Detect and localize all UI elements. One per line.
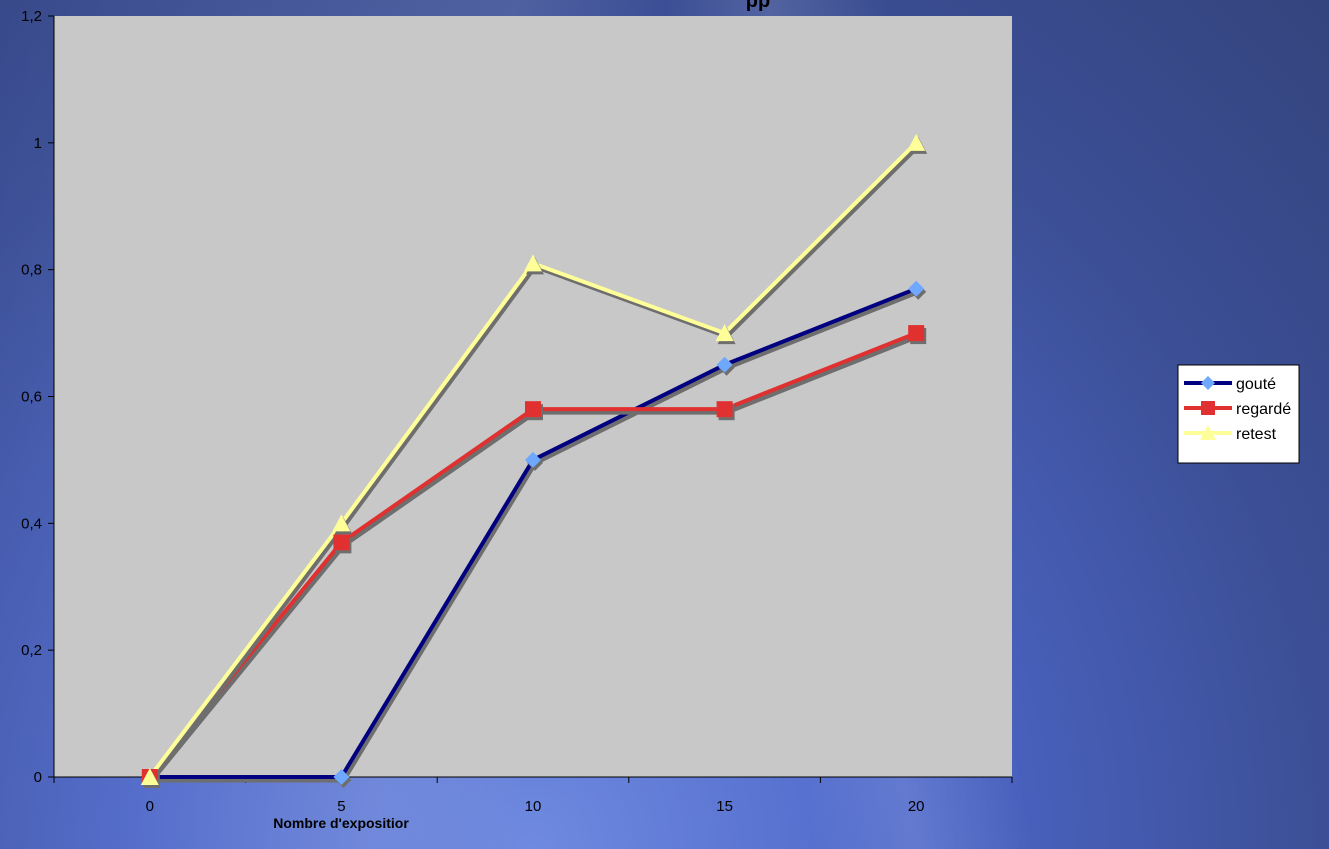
x-axis-label: Nombre d'expositior bbox=[273, 815, 409, 831]
legend: gouté regardé retest bbox=[1177, 364, 1300, 464]
legend-label: regardé bbox=[1236, 401, 1291, 418]
data-point bbox=[525, 401, 541, 418]
legend-marker bbox=[1200, 425, 1216, 440]
y-tick-label: 1,2 bbox=[21, 8, 42, 25]
data-point bbox=[333, 769, 350, 785]
y-tick-label: 0,6 bbox=[21, 389, 42, 406]
legend-label: gouté bbox=[1236, 376, 1276, 393]
legend-label: retest bbox=[1236, 426, 1277, 443]
data-point bbox=[332, 514, 351, 532]
data-point bbox=[908, 280, 925, 297]
y-tick-label: 0 bbox=[34, 769, 42, 786]
y-tick-label: 0,2 bbox=[21, 642, 42, 659]
data-point bbox=[716, 356, 733, 373]
data-point bbox=[140, 768, 159, 785]
y-tick-label: 0,8 bbox=[21, 262, 42, 279]
legend-marker bbox=[1201, 401, 1215, 415]
data-point bbox=[333, 534, 350, 551]
axes: 0 0,2 0,4 0,6 0,8 1 1,2 0 5 10 15 20 bbox=[21, 8, 1013, 815]
data-point bbox=[907, 133, 926, 151]
legend-marker bbox=[1201, 376, 1215, 390]
data-point bbox=[908, 325, 925, 342]
x-tick-label: 15 bbox=[716, 798, 733, 815]
x-tick-label: 0 bbox=[146, 798, 154, 815]
data-point bbox=[524, 254, 542, 272]
data-point bbox=[715, 324, 734, 342]
x-tick-label: 5 bbox=[337, 798, 345, 815]
x-tick-label: 10 bbox=[525, 798, 542, 815]
plot-area bbox=[54, 16, 1012, 777]
y-tick-label: 0,4 bbox=[21, 515, 42, 532]
x-tick-label: 20 bbox=[908, 798, 925, 815]
chart-title: pp bbox=[746, 0, 770, 12]
data-point bbox=[525, 451, 541, 468]
y-tick-label: 1 bbox=[34, 135, 42, 152]
series-markers bbox=[140, 133, 928, 788]
data-point bbox=[716, 401, 733, 418]
